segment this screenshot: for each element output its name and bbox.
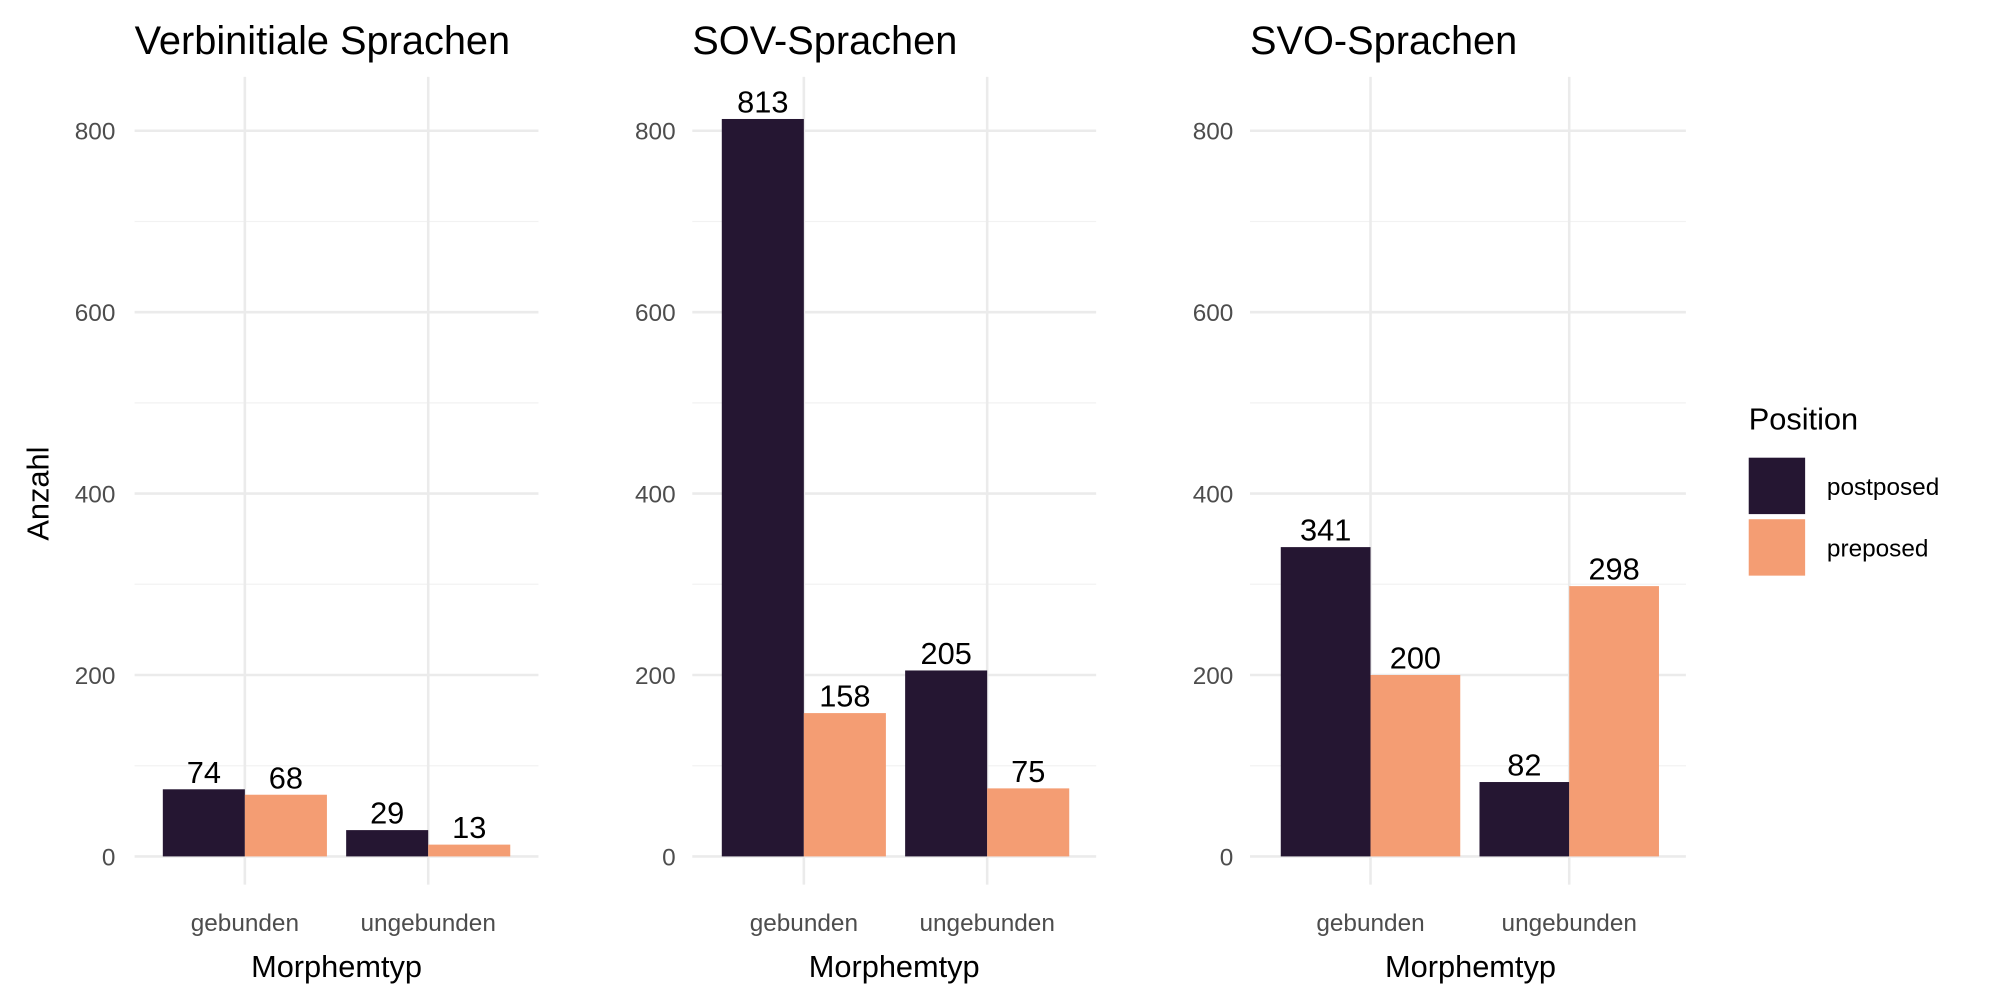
bar-postposed-gebunden (162, 789, 245, 857)
x-tick-label: gebunden (1316, 910, 1424, 937)
data-label: 13 (452, 810, 486, 845)
y-tick-label: 800 (1193, 119, 1234, 146)
bar-postposed-gebunden (1280, 547, 1371, 857)
x-tick-label: ungebunden (1502, 910, 1637, 937)
legend-title: Position (1749, 401, 1858, 436)
legend-swatch-preposed (1748, 519, 1806, 576)
bar-preposed-gebunden (803, 713, 886, 857)
bar-postposed-ungebunden (346, 830, 429, 857)
data-label: 200 (1390, 641, 1441, 676)
y-tick-label: 200 (75, 663, 116, 690)
x-tick-label: gebunden (750, 910, 858, 937)
data-label: 29 (370, 796, 404, 831)
bar-postposed-gebunden (721, 118, 804, 857)
data-label: 158 (819, 679, 870, 714)
x-tick-label: ungebunden (361, 910, 496, 937)
y-tick-label: 400 (75, 482, 116, 509)
data-label: 68 (269, 760, 303, 795)
data-label: 298 (1588, 552, 1639, 587)
y-tick-label: 200 (1193, 663, 1234, 690)
data-label: 341 (1300, 513, 1351, 548)
data-label: 82 (1507, 748, 1541, 783)
panel-title: SOV-Sprachen (692, 19, 957, 63)
x-axis-title: Morphemtyp (809, 949, 980, 984)
x-tick-label: gebunden (191, 910, 299, 937)
panel-title: Verbinitiale Sprachen (135, 19, 511, 63)
y-tick-label: 600 (75, 300, 116, 327)
x-axis-title: Morphemtyp (1385, 949, 1556, 984)
legend-label: postposed (1827, 474, 1939, 501)
panel-title: SVO-Sprachen (1250, 19, 1517, 63)
x-tick-label: ungebunden (919, 910, 1054, 937)
y-tick-label: 0 (662, 844, 676, 871)
bar-preposed-ungebunden (987, 788, 1070, 857)
bar-preposed-ungebunden (1569, 586, 1659, 857)
y-axis-title: Anzahl (21, 447, 56, 541)
bar-preposed-gebunden (1370, 675, 1461, 857)
x-axis-title: Morphemtyp (251, 949, 422, 984)
legend-swatch-postposed (1748, 457, 1806, 515)
y-tick-label: 0 (1220, 844, 1234, 871)
y-tick-label: 600 (1193, 300, 1234, 327)
data-label: 74 (187, 755, 221, 790)
bar-postposed-ungebunden (905, 670, 988, 857)
y-tick-label: 0 (102, 844, 116, 871)
y-tick-label: 200 (635, 663, 676, 690)
data-label: 205 (920, 636, 971, 671)
y-tick-label: 800 (75, 119, 116, 146)
y-tick-label: 800 (635, 119, 676, 146)
bar-preposed-gebunden (244, 794, 327, 857)
data-label: 813 (737, 85, 788, 120)
data-label: 75 (1011, 754, 1045, 789)
bar-preposed-ungebunden (428, 844, 511, 857)
bar-postposed-ungebunden (1479, 782, 1570, 857)
y-tick-label: 600 (635, 300, 676, 327)
y-tick-label: 400 (1193, 482, 1234, 509)
legend-label: preposed (1827, 535, 1929, 562)
y-tick-label: 400 (635, 482, 676, 509)
